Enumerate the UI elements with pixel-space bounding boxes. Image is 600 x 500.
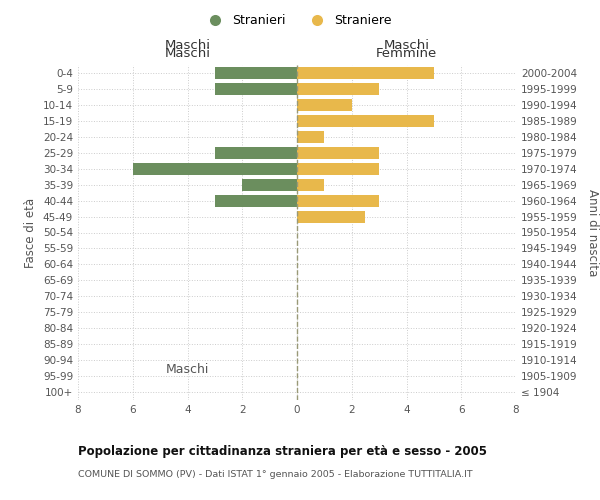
Bar xyxy=(297,194,379,206)
Bar xyxy=(215,147,297,158)
Bar xyxy=(297,67,434,79)
Bar xyxy=(297,99,352,111)
Text: COMUNE DI SOMMO (PV) - Dati ISTAT 1° gennaio 2005 - Elaborazione TUTTITALIA.IT: COMUNE DI SOMMO (PV) - Dati ISTAT 1° gen… xyxy=(78,470,473,479)
Text: Maschi: Maschi xyxy=(164,47,211,60)
Bar xyxy=(242,178,297,190)
Text: Maschi: Maschi xyxy=(166,363,209,376)
Bar xyxy=(297,210,365,222)
Bar xyxy=(297,115,434,127)
Bar xyxy=(297,147,379,158)
Text: Maschi: Maschi xyxy=(383,39,430,52)
Bar xyxy=(215,67,297,79)
Bar xyxy=(297,131,325,143)
Bar xyxy=(215,194,297,206)
Bar xyxy=(133,162,297,174)
Bar xyxy=(297,178,325,190)
Bar xyxy=(297,162,379,174)
Bar xyxy=(215,83,297,95)
Text: Popolazione per cittadinanza straniera per età e sesso - 2005: Popolazione per cittadinanza straniera p… xyxy=(78,445,487,458)
Text: Femmine: Femmine xyxy=(376,47,437,60)
Legend: Stranieri, Straniere: Stranieri, Straniere xyxy=(202,14,392,28)
Y-axis label: Anni di nascita: Anni di nascita xyxy=(586,189,599,276)
Bar xyxy=(297,83,379,95)
Y-axis label: Fasce di età: Fasce di età xyxy=(25,198,37,268)
Text: Maschi: Maschi xyxy=(164,39,211,52)
